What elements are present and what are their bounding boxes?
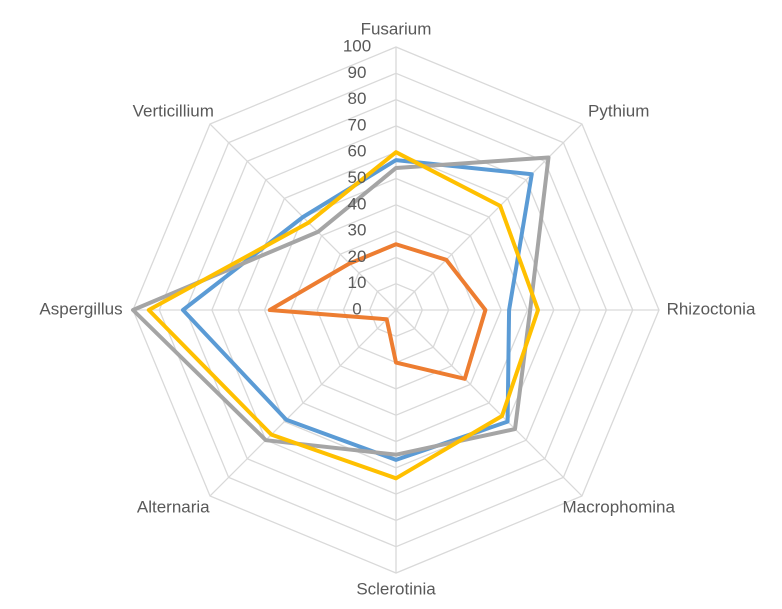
series-line — [146, 150, 541, 481]
r-tick-label: 10 — [348, 273, 367, 292]
r-tick-label: 0 — [352, 299, 361, 318]
category-label: Pythium — [588, 101, 649, 120]
category-label: Sclerotinia — [356, 579, 436, 598]
r-tick-label: 40 — [348, 194, 367, 213]
category-label: Verticillium — [133, 101, 214, 120]
r-tick-label: 80 — [348, 89, 367, 108]
category-label: Rhizoctonia — [667, 299, 756, 318]
category-label: Fusarium — [361, 19, 432, 38]
spoke — [209, 309, 397, 497]
r-tick-label: 50 — [348, 168, 367, 187]
r-tick-label: 20 — [348, 247, 367, 266]
r-tick-label: 70 — [348, 115, 367, 134]
category-label: Macrophomina — [563, 497, 676, 516]
spoke — [395, 309, 583, 497]
category-label: Alternaria — [137, 497, 210, 516]
series-line — [131, 155, 551, 457]
r-tick-label: 100 — [343, 36, 371, 55]
spoke — [395, 123, 583, 311]
r-tick-label: 30 — [348, 221, 367, 240]
r-tick-label: 60 — [348, 142, 367, 161]
r-tick-label: 90 — [348, 63, 367, 82]
series-line — [267, 242, 488, 381]
category-label: Aspergillus — [39, 299, 122, 318]
